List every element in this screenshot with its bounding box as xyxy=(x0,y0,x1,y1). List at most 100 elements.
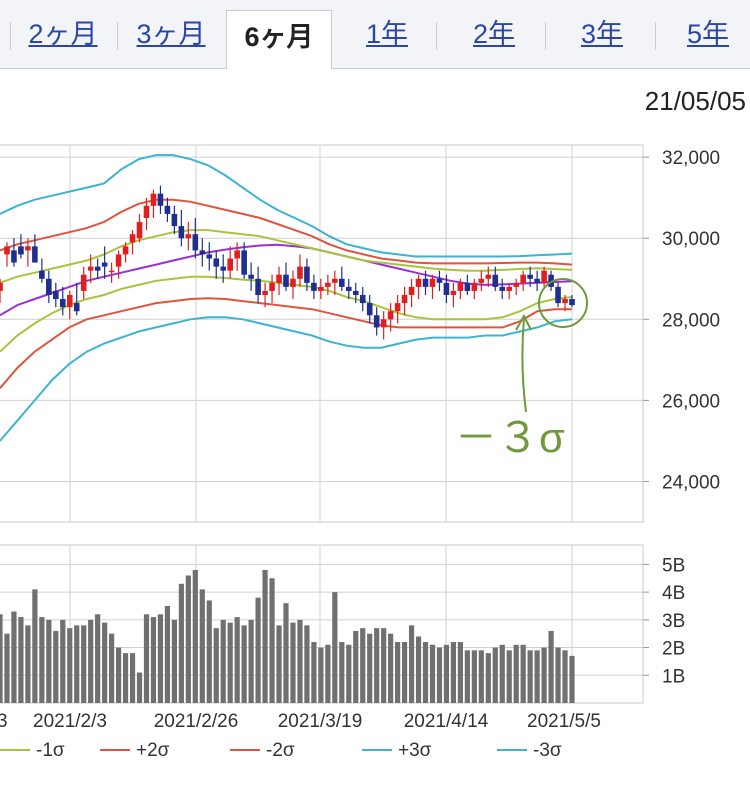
volume-bar xyxy=(513,644,519,703)
legend-label: +2σ xyxy=(136,740,170,761)
tab-separator xyxy=(117,22,118,50)
price-y-tick-label: 30,000 xyxy=(662,229,720,250)
candle-body xyxy=(345,286,352,291)
volume-y-tick-label: 5B xyxy=(662,555,685,576)
volume-bar xyxy=(115,647,122,703)
candle-body xyxy=(199,250,206,255)
candle-body xyxy=(143,205,150,218)
tab-3-years[interactable]: 3年 xyxy=(580,19,624,49)
candle-body xyxy=(471,282,478,291)
tab-6-months[interactable]: 6ヶ月 xyxy=(226,10,332,69)
candle-body xyxy=(46,278,52,295)
candle-body xyxy=(248,274,254,279)
volume-bar xyxy=(457,642,463,703)
volume-bar xyxy=(527,650,533,703)
volume-bar xyxy=(129,653,136,703)
volume-bar xyxy=(346,644,352,703)
candle-body xyxy=(171,213,178,227)
volume-bar xyxy=(464,650,470,703)
annotation-circle xyxy=(538,278,588,328)
candle-body xyxy=(429,278,436,287)
candle-body xyxy=(32,246,38,263)
volume-bar xyxy=(95,614,101,703)
candle-body xyxy=(485,274,492,279)
legend-label: +3σ xyxy=(398,740,432,761)
candle-body xyxy=(548,274,554,287)
tab-2-months[interactable]: 2ヶ月 xyxy=(28,19,98,49)
volume-bar xyxy=(32,589,38,703)
volume-bar xyxy=(157,614,164,703)
volume-bar xyxy=(4,633,10,703)
volume-bar xyxy=(0,614,3,703)
price-y-tick-label: 24,000 xyxy=(662,472,720,493)
tab-3-months[interactable]: 3ヶ月 xyxy=(136,19,206,49)
volume-bar xyxy=(569,655,575,703)
candle-body xyxy=(352,290,359,295)
candle-body xyxy=(534,278,540,283)
candle-body xyxy=(164,205,171,214)
volume-bar xyxy=(506,650,512,703)
volume-bar xyxy=(283,603,289,703)
candle-body xyxy=(457,282,464,291)
volume-bar xyxy=(339,642,345,703)
volume-bar xyxy=(185,575,191,703)
volume-y-tick-label: 4B xyxy=(662,583,685,604)
band-line-+1σ xyxy=(0,229,573,284)
volume-bar xyxy=(304,625,310,703)
candle-body xyxy=(332,278,338,283)
volume-bar xyxy=(374,628,380,703)
volume-bar xyxy=(136,672,143,703)
volume-bar xyxy=(276,625,282,703)
volume-bar xyxy=(102,622,108,703)
price-y-tick-label: 32,000 xyxy=(662,148,720,169)
volume-bar xyxy=(192,569,198,703)
tab-1-year[interactable]: 1年 xyxy=(365,19,409,49)
candle-body xyxy=(339,278,345,287)
volume-bar xyxy=(534,650,540,703)
candle-body xyxy=(366,303,373,316)
candle-body xyxy=(234,250,240,259)
volume-bar xyxy=(255,597,261,703)
volume-bar xyxy=(548,630,554,703)
candle-body xyxy=(562,299,568,304)
tab-2-years[interactable]: 2年 xyxy=(472,19,516,49)
candle-body xyxy=(394,303,401,312)
volume-bar xyxy=(471,650,477,703)
candle-body xyxy=(25,246,31,251)
volume-bar xyxy=(520,644,526,703)
candle-body xyxy=(4,246,10,255)
candle-body xyxy=(262,290,268,295)
band-line--2σ xyxy=(0,297,572,389)
volume-bar xyxy=(206,600,212,703)
volume-bar xyxy=(248,619,254,703)
volume-bar xyxy=(325,644,331,703)
candle-body xyxy=(11,250,17,263)
volume-bar xyxy=(332,592,338,703)
candle-body xyxy=(311,282,317,291)
price-y-tick-label: 28,000 xyxy=(662,310,720,331)
candle-body xyxy=(185,234,192,239)
candle-body xyxy=(450,290,457,295)
volume-bar xyxy=(311,642,317,703)
tab-5-years[interactable]: 5年 xyxy=(686,19,730,49)
period-tab-bar: 2ヶ月 3ヶ月 6ヶ月 1年 2年 3年 5年 xyxy=(0,0,750,69)
band-line-+3σ xyxy=(0,154,573,258)
volume-bar xyxy=(353,630,359,703)
volume-bar xyxy=(178,583,184,703)
candle-body xyxy=(541,270,547,283)
candle-body xyxy=(53,290,59,300)
volume-bar xyxy=(234,617,240,703)
legend-label: -2σ xyxy=(266,740,295,761)
candle-body xyxy=(73,303,80,312)
candle-body xyxy=(373,315,380,328)
volume-bar xyxy=(74,625,80,703)
volume-bar xyxy=(67,628,73,703)
volume-bar xyxy=(164,605,171,703)
candle-body xyxy=(178,226,185,239)
candle-body xyxy=(436,278,443,283)
volume-bar xyxy=(297,619,303,703)
volume-bar xyxy=(109,633,115,703)
candle-body xyxy=(94,266,101,271)
candle-body xyxy=(401,294,408,304)
